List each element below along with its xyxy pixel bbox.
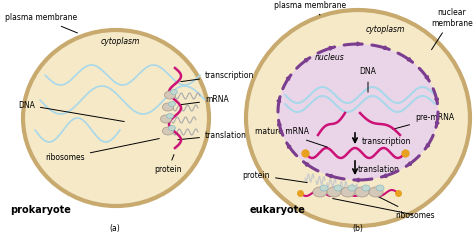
Text: (b): (b) [353, 223, 364, 233]
Text: translation: translation [178, 131, 247, 140]
Ellipse shape [355, 187, 369, 197]
Text: eukaryote: eukaryote [250, 205, 306, 215]
Text: translation: translation [358, 166, 400, 174]
Text: DNA: DNA [18, 101, 124, 121]
Ellipse shape [362, 185, 370, 191]
Text: transcription: transcription [362, 138, 411, 146]
Text: nucleus: nucleus [315, 54, 345, 62]
Text: (a): (a) [109, 223, 120, 233]
Text: pre-mRNA: pre-mRNA [392, 114, 454, 129]
Text: mRNA: mRNA [181, 96, 229, 105]
Ellipse shape [278, 44, 438, 180]
Text: ribosomes: ribosomes [377, 196, 435, 220]
Text: plasma membrane: plasma membrane [274, 0, 346, 15]
Ellipse shape [313, 187, 327, 197]
Ellipse shape [246, 10, 470, 226]
Text: protein: protein [154, 155, 182, 174]
Ellipse shape [168, 126, 175, 131]
Text: plasma membrane: plasma membrane [5, 13, 77, 33]
Ellipse shape [168, 102, 175, 107]
Text: cytoplasm: cytoplasm [365, 25, 405, 35]
Ellipse shape [376, 185, 384, 191]
Ellipse shape [161, 115, 172, 123]
Text: nuclear
membrane: nuclear membrane [431, 8, 473, 50]
Ellipse shape [23, 30, 209, 206]
Text: ribosomes: ribosomes [45, 138, 159, 162]
Text: protein: protein [243, 170, 307, 183]
Text: prokaryote: prokaryote [10, 205, 71, 215]
Text: mature mRNA: mature mRNA [255, 127, 328, 147]
Ellipse shape [348, 185, 356, 191]
Ellipse shape [320, 185, 328, 191]
Ellipse shape [163, 103, 173, 111]
Ellipse shape [341, 187, 355, 197]
Text: DNA: DNA [360, 67, 376, 92]
Text: transcription: transcription [181, 71, 255, 82]
Ellipse shape [334, 185, 342, 191]
Ellipse shape [327, 187, 341, 197]
Ellipse shape [166, 114, 173, 119]
Text: cytoplasm: cytoplasm [100, 37, 140, 47]
Ellipse shape [171, 90, 177, 95]
Ellipse shape [369, 187, 383, 197]
Ellipse shape [164, 91, 175, 99]
Ellipse shape [163, 127, 173, 135]
